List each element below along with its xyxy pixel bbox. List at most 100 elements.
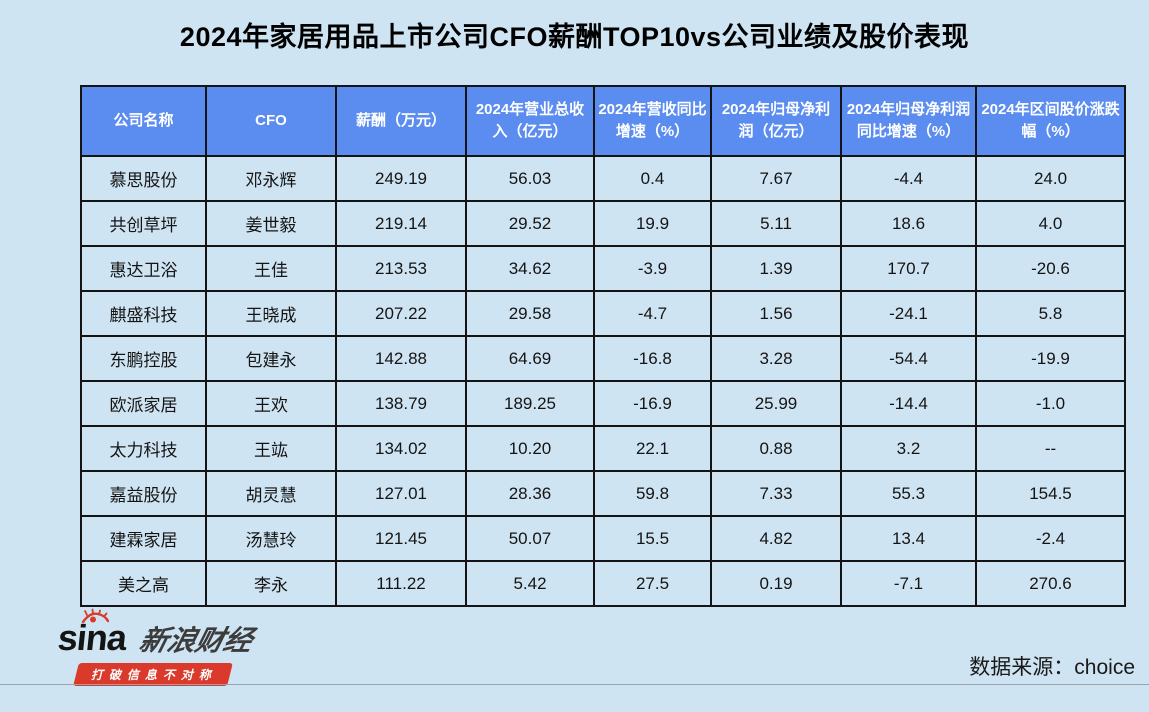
table-cell: 0.88: [710, 425, 842, 472]
table-row: 麒盛科技 王晓成 207.22 29.58 -4.7 1.56 -24.1 5.8: [80, 290, 1126, 337]
header-cfo: CFO: [205, 85, 337, 157]
table-cell: 154.5: [975, 470, 1126, 517]
table-cell: 1.39: [710, 245, 842, 292]
table-cell: 麒盛科技: [80, 290, 207, 337]
table-cell: 3.2: [840, 425, 977, 472]
table-cell: 建霖家居: [80, 515, 207, 562]
table-row: 共创草坪 姜世毅 219.14 29.52 19.9 5.11 18.6 4.0: [80, 200, 1126, 247]
table-cell: 邓永辉: [205, 155, 337, 202]
table-cell: 138.79: [335, 380, 467, 427]
table-cell: 219.14: [335, 200, 467, 247]
table-cell: 270.6: [975, 560, 1126, 607]
table-cell: 111.22: [335, 560, 467, 607]
table-header-row: 公司名称 CFO 薪酬（万元） 2024年营业总收入（亿元） 2024年营收同比…: [80, 85, 1126, 157]
sina-slogan-badge: 打破信息不对称: [73, 663, 233, 686]
table-cell: -19.9: [975, 335, 1126, 382]
table-row: 太力科技 王竑 134.02 10.20 22.1 0.88 3.2 --: [80, 425, 1126, 472]
table-cell: 5.42: [465, 560, 595, 607]
table-cell: -1.0: [975, 380, 1126, 427]
table-cell: 3.28: [710, 335, 842, 382]
table-cell: -16.8: [593, 335, 712, 382]
header-revenue-growth: 2024年营收同比增速（%）: [593, 85, 712, 157]
table-row: 慕思股份 邓永辉 249.19 56.03 0.4 7.67 -4.4 24.0: [80, 155, 1126, 202]
table-cell: 包建永: [205, 335, 337, 382]
table-cell: -4.4: [840, 155, 977, 202]
table-cell: 15.5: [593, 515, 712, 562]
sina-finance-logo: sina 新浪财经 打破信息不对称: [55, 608, 256, 686]
table-cell: 18.6: [840, 200, 977, 247]
table-cell: 29.52: [465, 200, 595, 247]
sina-finance-brand-text: 新浪财经: [136, 625, 257, 656]
table-cell: 王晓成: [205, 290, 337, 337]
table-cell: 王欢: [205, 380, 337, 427]
header-salary: 薪酬（万元）: [335, 85, 467, 157]
table-row: 美之高 李永 111.22 5.42 27.5 0.19 -7.1 270.6: [80, 560, 1126, 607]
table-cell: -4.7: [593, 290, 712, 337]
table-cell: 55.3: [840, 470, 977, 517]
data-source-label: 数据来源：choice: [969, 656, 1135, 679]
header-net-profit: 2024年归母净利润（亿元）: [710, 85, 842, 157]
table-cell: 27.5: [593, 560, 712, 607]
table-cell: 207.22: [335, 290, 467, 337]
table-row: 惠达卫浴 王佳 213.53 34.62 -3.9 1.39 170.7 -20.6: [80, 245, 1126, 292]
table-cell: 汤慧玲: [205, 515, 337, 562]
table-cell: 共创草坪: [80, 200, 207, 247]
table-cell: 10.20: [465, 425, 595, 472]
sina-wordmark: sina: [55, 617, 129, 658]
table-cell: 嘉益股份: [80, 470, 207, 517]
table-cell: 249.19: [335, 155, 467, 202]
table-cell: 欧派家居: [80, 380, 207, 427]
table-cell: 4.0: [975, 200, 1126, 247]
header-net-profit-growth: 2024年归母净利润同比增速（%）: [840, 85, 977, 157]
page-title: 2024年家居用品上市公司CFO薪酬TOP10vs公司业绩及股价表现: [179, 22, 970, 52]
table-cell: 0.4: [593, 155, 712, 202]
header-stock-change: 2024年区间股价涨跌幅（%）: [975, 85, 1126, 157]
table-cell: -2.4: [975, 515, 1126, 562]
table-cell: -16.9: [593, 380, 712, 427]
table-row: 欧派家居 王欢 138.79 189.25 -16.9 25.99 -14.4 -1.0: [80, 380, 1126, 427]
table-cell: 189.25: [465, 380, 595, 427]
table-cell: 22.1: [593, 425, 712, 472]
table-cell: 李永: [205, 560, 337, 607]
table-cell: 127.01: [335, 470, 467, 517]
table-cell: 5.8: [975, 290, 1126, 337]
header-revenue: 2024年营业总收入（亿元）: [465, 85, 595, 157]
table-cell: 胡灵慧: [205, 470, 337, 517]
table-cell: --: [975, 425, 1126, 472]
table-cell: 惠达卫浴: [80, 245, 207, 292]
table-cell: 121.45: [335, 515, 467, 562]
header-company: 公司名称: [80, 85, 207, 157]
table-cell: 24.0: [975, 155, 1126, 202]
table-body: 慕思股份 邓永辉 249.19 56.03 0.4 7.67 -4.4 24.0 共创草坪 姜世毅…: [80, 155, 1126, 607]
table-cell: 213.53: [335, 245, 467, 292]
table-cell: 太力科技: [80, 425, 207, 472]
cfo-salary-table: 公司名称 CFO 薪酬（万元） 2024年营业总收入（亿元） 2024年营收同比…: [80, 85, 1126, 607]
table-cell: 29.58: [465, 290, 595, 337]
table-cell: -54.4: [840, 335, 977, 382]
table-cell: 25.99: [710, 380, 842, 427]
footer-divider: [0, 684, 1149, 685]
table-row: 东鹏控股 包建永 142.88 64.69 -16.8 3.28 -54.4 -19.9: [80, 335, 1126, 382]
table-row: 建霖家居 汤慧玲 121.45 50.07 15.5 4.82 13.4 -2.4: [80, 515, 1126, 562]
table-cell: -20.6: [975, 245, 1126, 292]
table-cell: 134.02: [335, 425, 467, 472]
table-cell: 64.69: [465, 335, 595, 382]
table-cell: 东鹏控股: [80, 335, 207, 382]
table-cell: 美之高: [80, 560, 207, 607]
table-cell: -14.4: [840, 380, 977, 427]
table-cell: 28.36: [465, 470, 595, 517]
table-cell: 5.11: [710, 200, 842, 247]
table-cell: 50.07: [465, 515, 595, 562]
table-cell: -3.9: [593, 245, 712, 292]
table-cell: 4.82: [710, 515, 842, 562]
sina-eye-icon: [80, 608, 110, 631]
table-cell: 7.33: [710, 470, 842, 517]
table-row: 嘉益股份 胡灵慧 127.01 28.36 59.8 7.33 55.3 154.5: [80, 470, 1126, 517]
table-cell: 142.88: [335, 335, 467, 382]
table-cell: -7.1: [840, 560, 977, 607]
table-cell: 19.9: [593, 200, 712, 247]
table-cell: 13.4: [840, 515, 977, 562]
table-cell: 170.7: [840, 245, 977, 292]
table-cell: 王竑: [205, 425, 337, 472]
